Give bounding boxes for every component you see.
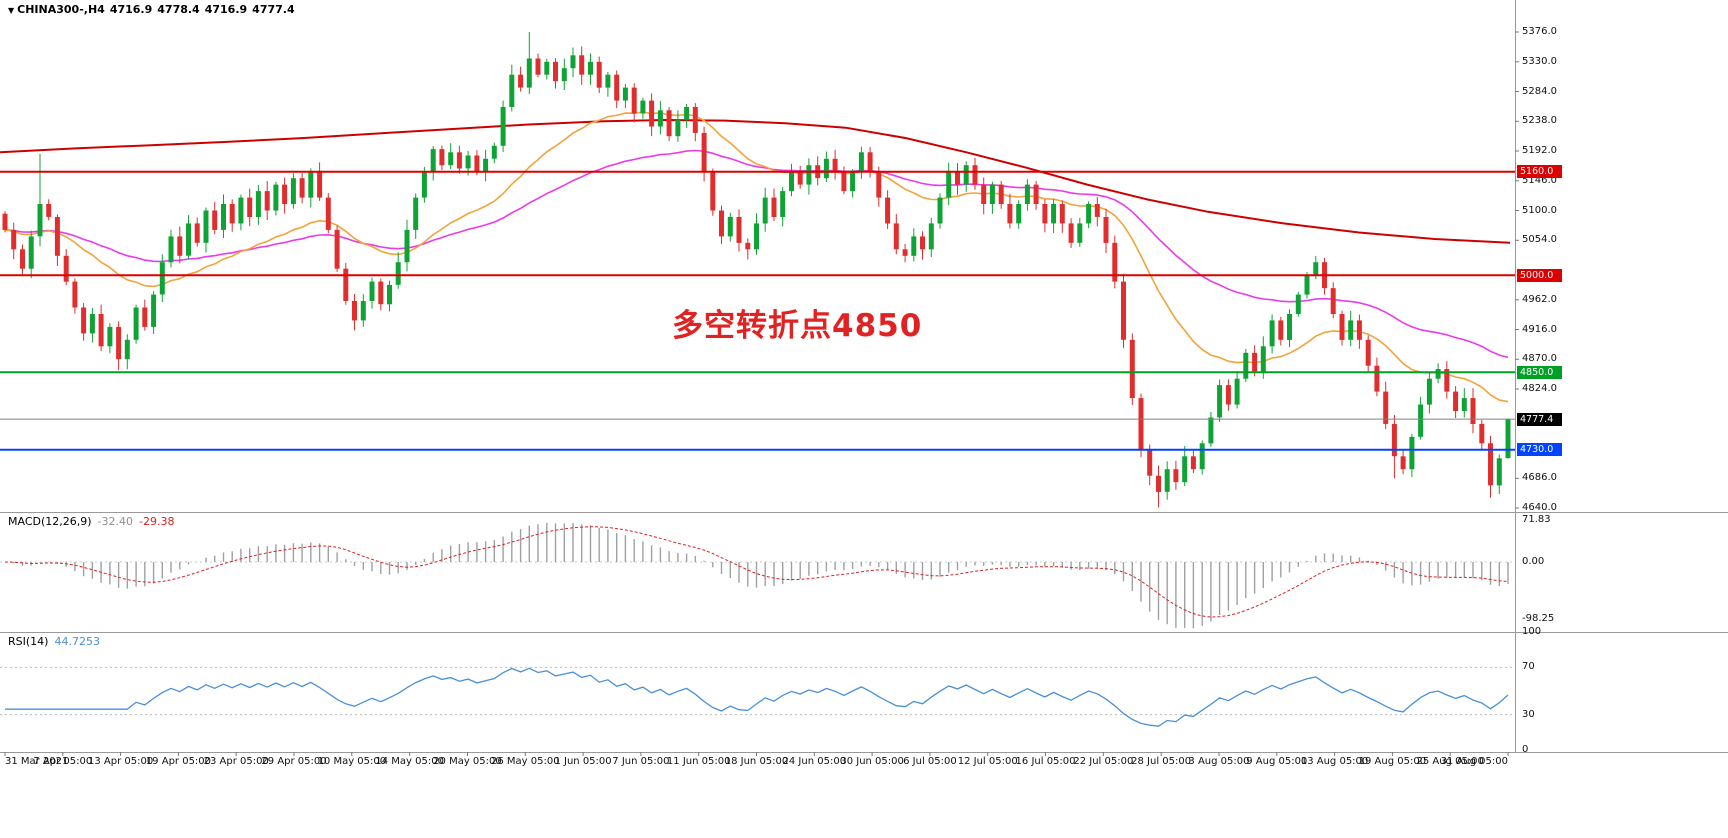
macd-signal-line	[4, 526, 1509, 618]
medium-ma-line	[4, 149, 1509, 359]
symbol-ohlc-info: ▼ CHINA300-,H4 4716.9 4778.4 4716.9 4777.4	[8, 3, 300, 16]
dropdown-arrow-icon[interactable]: ▼	[8, 5, 15, 15]
fast-ma-line	[4, 111, 1509, 403]
bar-close-value: 4777.4	[252, 3, 295, 16]
bar-low-value: 4716.9	[204, 3, 248, 16]
rsi-line	[5, 667, 1509, 727]
macd-histogram	[12, 522, 1509, 629]
bar-high-value: 4778.4	[157, 3, 200, 16]
bar-open-value: 4716.9	[109, 3, 153, 16]
symbol-period: CHINA300-,H4	[17, 3, 105, 16]
candles-layer	[2, 32, 1511, 508]
slow-ma-line	[0, 118, 1511, 244]
